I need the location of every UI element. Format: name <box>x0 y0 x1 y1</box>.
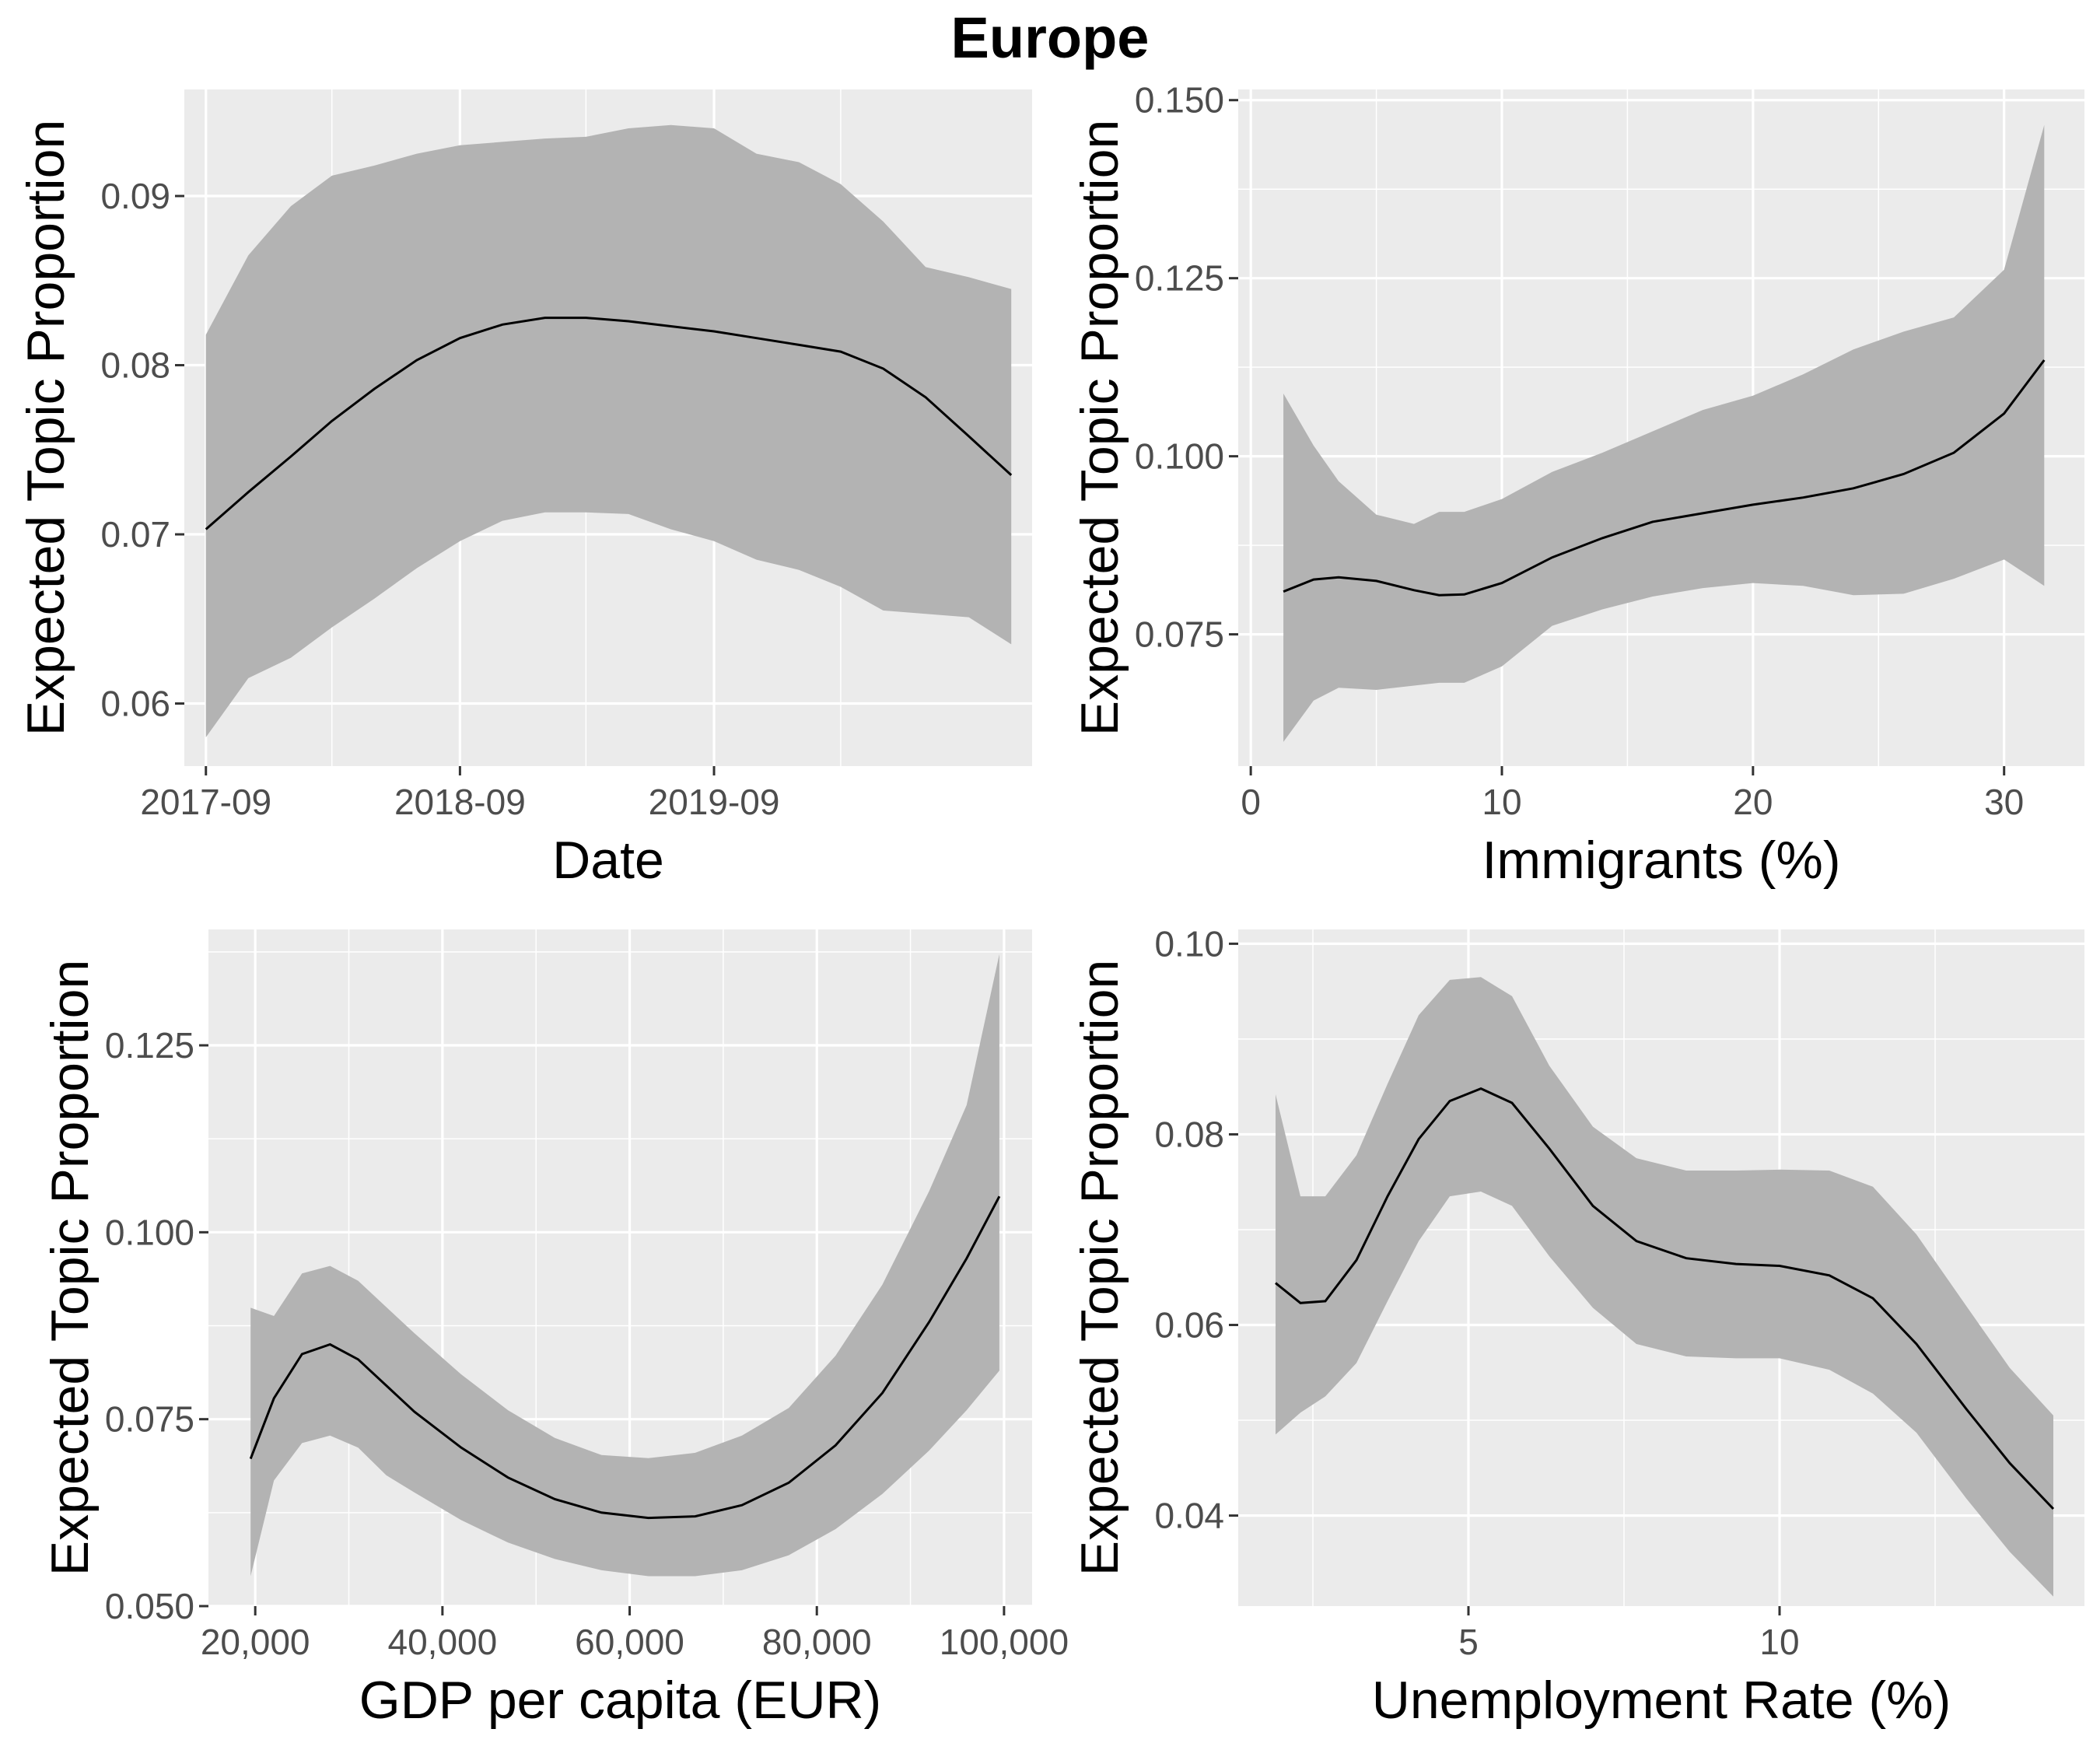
y-tick-label: 0.100 <box>105 1212 194 1252</box>
estimate-line <box>205 317 1013 530</box>
confidence-band <box>205 124 1012 737</box>
y-tick-label: 0.100 <box>1135 436 1224 477</box>
estimate-line <box>1275 1087 2055 1510</box>
x-tick-label: 100,000 <box>940 1622 1069 1662</box>
estimate-line <box>249 1195 1001 1520</box>
y-tick-label: 0.06 <box>1154 1305 1224 1346</box>
figure-title: Europe <box>950 5 1150 70</box>
y-tick-label: 0.08 <box>100 345 170 386</box>
x-tick-label: 2018-09 <box>394 782 526 822</box>
chart-panel-1: 2017-09 2018-09 2019-09 0.06 0.07 0.08 0.09 Dat… <box>16 89 1032 890</box>
y-tick-label: 0.125 <box>105 1025 194 1066</box>
estimate-line <box>1283 359 2046 597</box>
x-axis-title: Unemployment Rate (%) <box>1372 1671 1951 1730</box>
y-tick-label: 0.150 <box>1135 80 1224 121</box>
y-tick-label: 0.125 <box>1135 258 1224 299</box>
y-tick-label: 0.050 <box>105 1586 194 1626</box>
x-tick-label: 10 <box>1482 782 1521 822</box>
x-tick-label: 30 <box>1984 782 2024 822</box>
confidence-band <box>1276 977 2053 1597</box>
x-tick-label: 0 <box>1241 782 1261 822</box>
x-tick-label: 60,000 <box>575 1622 684 1662</box>
y-tick-label: 0.075 <box>1135 614 1224 655</box>
chart-panel-3: 20,000 40,000 60,000 80,000 100,000 0.050 0.07… <box>40 929 1069 1730</box>
y-tick-label: 0.08 <box>1154 1114 1224 1154</box>
x-tick-label: 2017-09 <box>140 782 271 822</box>
chart-panel-4: 5 10 0.04 0.06 0.08 0.10 Unemployment Rate (%)… <box>1070 923 2084 1730</box>
confidence-band <box>250 954 999 1577</box>
x-tick-label: 2019-09 <box>649 782 780 822</box>
x-tick-label: 80,000 <box>762 1622 872 1662</box>
y-tick-label: 0.09 <box>100 176 170 216</box>
y-tick-label: 0.06 <box>100 684 170 724</box>
y-tick-label: 0.07 <box>100 514 170 555</box>
x-axis-title: Immigrants (%) <box>1482 831 1841 890</box>
x-tick-label: 10 <box>1759 1622 1799 1662</box>
x-tick-label: 40,000 <box>388 1622 498 1662</box>
y-axis-title: Expected Topic Proportion <box>16 120 75 737</box>
y-axis-title: Expected Topic Proportion <box>1070 960 1129 1577</box>
x-tick-label: 20 <box>1733 782 1773 822</box>
y-axis-title: Expected Topic Proportion <box>1070 120 1129 737</box>
x-axis-title: GDP per capita (EUR) <box>359 1671 881 1730</box>
y-tick-label: 0.075 <box>105 1399 194 1440</box>
x-tick-label: 20,000 <box>201 1622 310 1662</box>
x-tick-label: 5 <box>1458 1622 1479 1662</box>
y-tick-label: 0.10 <box>1154 923 1224 964</box>
y-tick-label: 0.04 <box>1154 1496 1224 1536</box>
y-axis-title: Expected Topic Proportion <box>40 960 100 1577</box>
chart-panel-2: 0 10 20 30 0.075 0.100 0.125 0.150 Immigrants (%… <box>1070 80 2084 890</box>
confidence-band <box>1283 124 2045 742</box>
x-axis-title: Date <box>552 831 664 890</box>
